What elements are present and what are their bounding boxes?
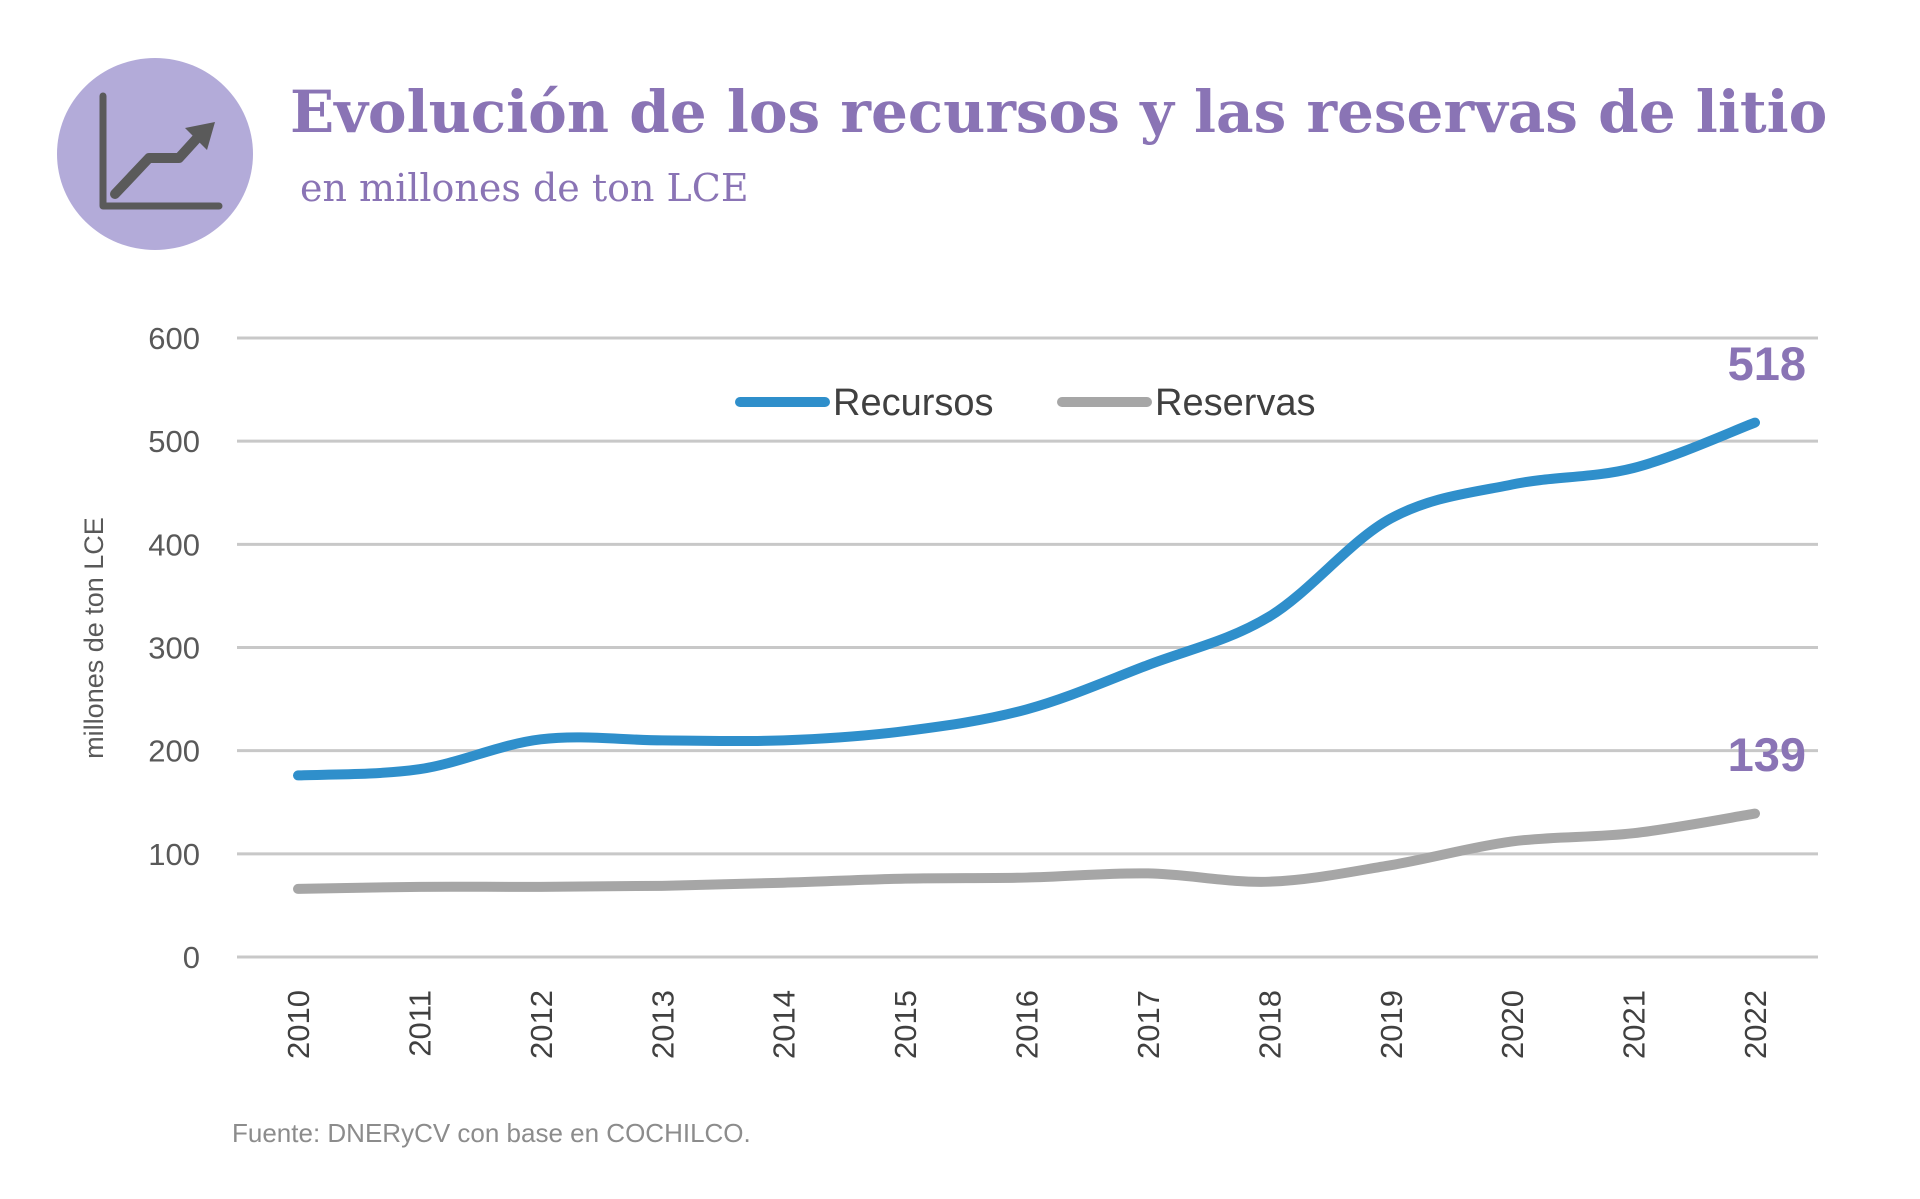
x-tick-label: 2011	[402, 990, 437, 1057]
y-tick-label: 0	[183, 940, 200, 975]
series-lines	[293, 417, 1760, 894]
x-tick-label: 2014	[767, 990, 802, 1059]
y-tick-label: 100	[148, 837, 200, 872]
chart-title: Evolución de los recursos y las reservas…	[290, 78, 1828, 146]
end-label-reservas: 139	[1728, 728, 1806, 781]
x-tick-label: 2012	[524, 990, 559, 1059]
end-labels: 518 139	[1728, 337, 1806, 781]
y-axis-label: millones de ton LCE	[79, 517, 109, 759]
y-tick-label: 500	[148, 424, 200, 459]
x-axis-ticks: 2010 2011 2012 2013 2014 2015 2016 2017 2018 2019…	[281, 990, 1773, 1059]
series-line-reservas	[293, 808, 1760, 894]
y-tick-label: 200	[148, 734, 200, 769]
chart-subtitle: en millones de ton LCE	[300, 166, 749, 210]
x-tick-label: 2021	[1617, 990, 1652, 1059]
grid-lines	[237, 336, 1818, 959]
x-tick-label: 2015	[888, 990, 923, 1059]
x-tick-label: 2010	[281, 990, 316, 1059]
y-tick-label: 300	[148, 631, 200, 666]
x-tick-label: 2017	[1131, 990, 1166, 1059]
y-axis-ticks: 0 100 200 300 400 500 600	[148, 321, 200, 975]
y-tick-label: 600	[148, 321, 200, 356]
line-chart-trend-icon	[99, 92, 223, 210]
x-tick-label: 2020	[1495, 990, 1530, 1059]
x-tick-label: 2013	[645, 990, 680, 1059]
chart-badge	[57, 58, 253, 250]
y-tick-label: 400	[148, 527, 200, 562]
x-tick-label: 2019	[1374, 990, 1409, 1059]
x-tick-label: 2018	[1252, 990, 1287, 1059]
x-tick-label: 2022	[1738, 990, 1773, 1059]
legend-label-reservas: Reservas	[1155, 382, 1316, 424]
end-label-recursos: 518	[1728, 337, 1806, 390]
x-tick-label: 2016	[1010, 990, 1045, 1059]
legend-label-recursos: Recursos	[833, 382, 994, 424]
legend: Recursos Reservas	[735, 382, 1316, 424]
series-line-recursos	[293, 417, 1760, 781]
source-note: Fuente: DNERyCV con base en COCHILCO.	[232, 1118, 751, 1148]
